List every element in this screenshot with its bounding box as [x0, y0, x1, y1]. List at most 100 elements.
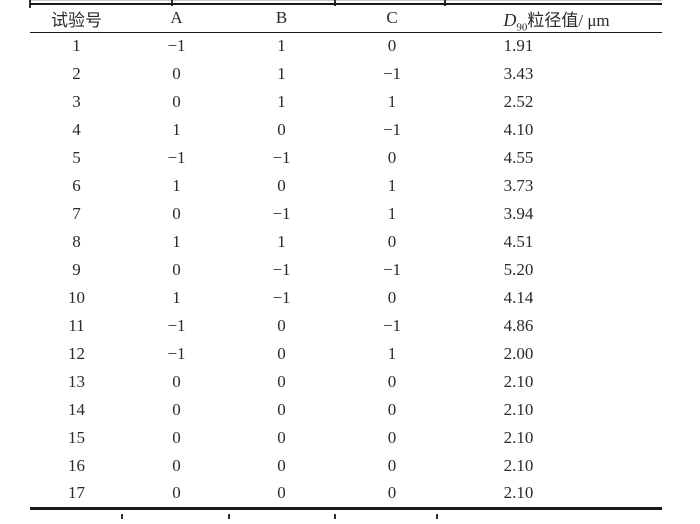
- cell-factor-b: 1: [277, 232, 286, 251]
- cell-run-number: 13: [68, 372, 85, 391]
- cell-run-number: 5: [72, 148, 81, 167]
- cell-d90-value: 2.10: [503, 428, 534, 447]
- table-row: 7 0 −1 1 3.94: [30, 200, 662, 228]
- cell-factor-a: −1: [167, 36, 186, 56]
- cell-run-number: 17: [68, 483, 85, 503]
- cell-d90-value: 2.52: [503, 92, 534, 111]
- cell-factor-a: −1: [167, 344, 186, 363]
- cell-factor-c: 0: [387, 36, 397, 56]
- header-row: 试验号 A B C D90粒径值/ μm: [30, 4, 662, 34]
- scan-artifact-column-tick: [436, 514, 438, 519]
- table-row: 14 0 0 0 2.10: [30, 396, 662, 424]
- cell-factor-a: 0: [172, 456, 181, 475]
- cell-factor-a: 0: [172, 92, 181, 111]
- cell-d90-value: 2.10: [503, 400, 534, 419]
- cell-run-number: 9: [72, 260, 81, 279]
- column-header-factor-c: C: [386, 8, 398, 28]
- table-row: 3 0 1 1 2.52: [30, 88, 662, 116]
- cell-factor-c: −1: [382, 64, 402, 83]
- cell-factor-a: 1: [172, 288, 181, 307]
- cell-factor-b: 0: [277, 316, 286, 335]
- cell-factor-c: 1: [387, 204, 397, 223]
- cell-factor-b: −1: [272, 260, 291, 279]
- cell-factor-c: 0: [387, 288, 397, 307]
- table-row: 17 0 0 0 2.10: [30, 480, 662, 508]
- cell-factor-c: 0: [387, 428, 397, 447]
- cell-d90-value: 4.86: [503, 316, 534, 335]
- cell-factor-c: −1: [382, 316, 402, 335]
- cell-factor-b: 0: [277, 400, 286, 419]
- cell-d90-value: 2.10: [503, 372, 534, 391]
- cell-factor-c: 0: [387, 456, 397, 475]
- cell-factor-a: 0: [172, 372, 181, 391]
- cell-factor-a: −1: [167, 148, 186, 167]
- cell-factor-b: −1: [272, 288, 291, 307]
- cell-factor-b: 1: [277, 64, 286, 83]
- scan-artifact-column-tick: [121, 514, 123, 519]
- table-row: 13 0 0 0 2.10: [30, 368, 662, 396]
- cell-d90-value: 3.94: [503, 204, 534, 223]
- cell-d90-value: 5.20: [503, 260, 534, 279]
- cell-factor-b: 1: [277, 92, 286, 111]
- scan-artifact-column-tick: [334, 514, 336, 519]
- cell-factor-b: −1: [272, 148, 291, 167]
- cell-d90-value: 4.55: [503, 148, 534, 167]
- cell-run-number: 1: [72, 36, 81, 56]
- table-row: 5 −1 −1 0 4.55: [30, 144, 662, 172]
- cell-factor-a: 1: [172, 120, 181, 139]
- orthogonal-design-table: 试验号 A B C D90粒径值/ μm 1 −1 1 0 1.91 2 0 1…: [30, 3, 662, 510]
- scan-artifact-top-hairline: [30, 0, 662, 1]
- cell-run-number: 10: [68, 288, 85, 307]
- cell-factor-c: −1: [382, 120, 402, 139]
- table-row: 11 −1 0 −1 4.86: [30, 312, 662, 340]
- cell-factor-a: 0: [172, 483, 181, 503]
- cell-d90-value: 2.10: [503, 456, 534, 475]
- cell-factor-c: 0: [387, 232, 397, 251]
- cell-run-number: 12: [68, 344, 85, 363]
- cell-factor-a: 0: [172, 428, 181, 447]
- table-row: 2 0 1 −1 3.43: [30, 60, 662, 88]
- cell-d90-value: 2.10: [503, 483, 534, 503]
- cell-run-number: 14: [68, 400, 85, 419]
- cell-run-number: 2: [72, 64, 81, 83]
- cell-d90-value: 2.00: [503, 344, 534, 363]
- table-row: 12 −1 0 1 2.00: [30, 340, 662, 368]
- cell-d90-value: 4.51: [503, 232, 534, 251]
- table-row: 9 0 −1 −1 5.20: [30, 256, 662, 284]
- table-row: 1 −1 1 0 1.91: [30, 32, 662, 60]
- cell-d90-value: 1.91: [503, 36, 534, 56]
- cell-run-number: 6: [72, 176, 81, 195]
- cell-run-number: 16: [68, 456, 85, 475]
- cell-factor-b: 0: [277, 372, 286, 391]
- cell-factor-c: 0: [387, 483, 397, 503]
- column-header-factor-a: A: [170, 8, 183, 28]
- column-header-factor-b: B: [275, 8, 288, 28]
- scan-artifact-column-tick: [228, 514, 230, 519]
- table-body: 1 −1 1 0 1.91 2 0 1 −1 3.43 3 0 1 1 2.52…: [30, 32, 662, 508]
- cell-factor-c: 0: [387, 372, 397, 391]
- column-header-d90-particle-size: D90粒径值/ μm: [451, 4, 662, 34]
- cell-run-number: 4: [72, 120, 81, 139]
- cell-factor-b: 0: [277, 344, 286, 363]
- cell-factor-b: 0: [277, 456, 286, 475]
- table-row: 16 0 0 0 2.10: [30, 452, 662, 480]
- table-row: 10 1 −1 0 4.14: [30, 284, 662, 312]
- cell-factor-b: 1: [277, 36, 286, 56]
- cell-factor-a: 0: [172, 260, 181, 279]
- cell-factor-b: 0: [277, 483, 286, 503]
- d90-unit-label: 粒径值/ μm: [527, 10, 610, 30]
- cell-factor-a: 0: [172, 204, 181, 223]
- table-row: 4 1 0 −1 4.10: [30, 116, 662, 144]
- cell-run-number: 11: [68, 316, 85, 335]
- cell-run-number: 3: [72, 92, 81, 111]
- cell-factor-c: 1: [387, 92, 397, 111]
- cell-d90-value: 3.73: [503, 176, 534, 195]
- d90-variable-symbol: D: [503, 9, 517, 30]
- d90-subscript: 90: [516, 21, 528, 34]
- cell-d90-value: 4.10: [503, 120, 534, 139]
- cell-factor-c: 1: [387, 176, 397, 195]
- cell-run-number: 8: [72, 232, 81, 251]
- cell-factor-b: −1: [272, 204, 291, 223]
- cell-run-number: 15: [68, 428, 85, 447]
